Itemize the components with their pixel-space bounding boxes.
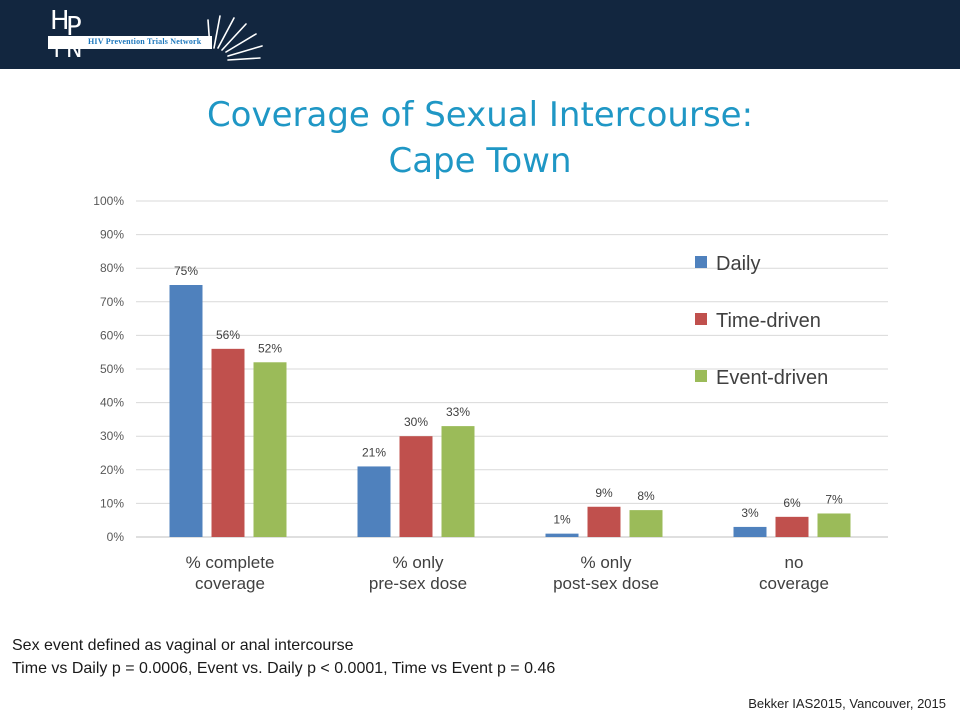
data-label: 21%	[362, 445, 386, 459]
bar-daily	[733, 526, 767, 537]
y-tick-label: 10%	[100, 496, 124, 510]
title-line-2: Cape Town	[388, 141, 572, 181]
data-label: 9%	[595, 486, 613, 500]
logo-tagline: HIV Prevention Trials Network	[88, 37, 202, 46]
bar-event-driven	[441, 426, 475, 537]
logo-letter-p: P	[66, 12, 82, 42]
legend-swatch	[695, 256, 707, 268]
bar-daily	[169, 285, 203, 537]
footnote-line-1: Sex event defined as vaginal or anal int…	[12, 637, 354, 654]
slide-title: Coverage of Sexual Intercourse: Cape Tow…	[0, 92, 960, 184]
data-label: 75%	[174, 264, 198, 278]
footnote: Sex event defined as vaginal or anal int…	[12, 634, 555, 680]
bar-daily	[357, 466, 391, 537]
y-tick-label: 50%	[100, 362, 124, 376]
y-tick-label: 20%	[100, 463, 124, 477]
coverage-bar-chart: 0% 10% 20% 30% 40% 50% 60% 70% 80% 90% 100% 75% 56% 5…	[93, 194, 888, 593]
x-category-label: pre-sex dose	[369, 574, 467, 593]
data-label: 33%	[446, 405, 470, 419]
logo-band	[48, 36, 212, 49]
y-tick-label: 30%	[100, 429, 124, 443]
x-category-label: no	[785, 553, 804, 572]
x-category-label: % complete	[186, 553, 275, 572]
bar-time-driven	[399, 436, 433, 537]
data-label: 3%	[741, 506, 759, 520]
bar-time-driven	[775, 516, 809, 537]
footnote-line-2: Time vs Daily p = 0.0006, Event vs. Dail…	[12, 660, 556, 677]
bar-event-driven	[629, 510, 663, 537]
data-label: 30%	[404, 415, 428, 429]
y-tick-label: 100%	[93, 194, 124, 208]
x-category-label: % only	[580, 553, 632, 572]
bar-daily	[545, 533, 579, 537]
y-tick-label: 60%	[100, 328, 124, 342]
legend-swatch	[695, 313, 707, 325]
logo-letter-h: H	[50, 6, 70, 36]
hptn-logo: H P HIV Prevention Trials Network T N	[44, 8, 284, 64]
bar-time-driven	[211, 348, 245, 537]
title-line-1: Coverage of Sexual Intercourse:	[206, 95, 754, 135]
legend-swatch	[695, 370, 707, 382]
x-category-label: post-sex dose	[553, 574, 659, 593]
citation: Bekker IAS2015, Vancouver, 2015	[748, 696, 946, 711]
data-label: 56%	[216, 328, 240, 342]
bar-time-driven	[587, 506, 621, 537]
y-tick-label: 0%	[107, 530, 125, 544]
y-tick-label: 40%	[100, 396, 124, 410]
data-label: 6%	[783, 496, 801, 510]
data-label: 1%	[553, 513, 571, 527]
y-tick-label: 80%	[100, 261, 124, 275]
sunburst-icon	[207, 15, 263, 61]
legend-label: Event-driven	[716, 367, 828, 389]
x-category-label: coverage	[759, 574, 829, 593]
data-label: 52%	[258, 341, 282, 355]
bar-event-driven	[817, 513, 851, 537]
x-category-label: coverage	[195, 574, 265, 593]
bar-event-driven	[253, 362, 287, 537]
y-tick-label: 70%	[100, 295, 124, 309]
logo-letter-n: N	[66, 38, 83, 63]
logo-letter-t: T	[50, 38, 64, 63]
header-bar: H P HIV Prevention Trials Network T N	[0, 0, 960, 69]
legend-label: Time-driven	[716, 310, 821, 332]
data-label: 7%	[825, 492, 843, 506]
x-category-label: % only	[392, 553, 444, 572]
y-tick-label: 90%	[100, 228, 124, 242]
data-label: 8%	[637, 489, 655, 503]
legend-label: Daily	[716, 253, 760, 275]
